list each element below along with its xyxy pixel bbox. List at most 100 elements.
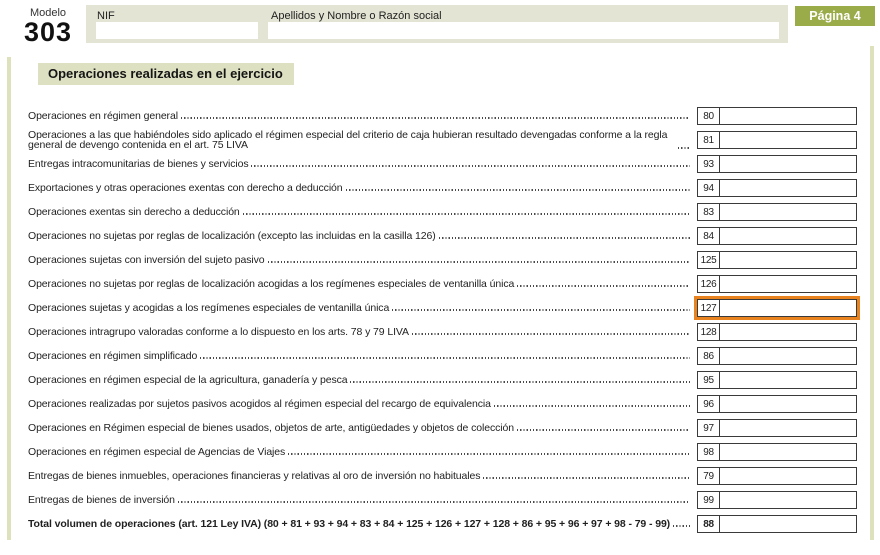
form-row-94: Exportaciones y otras operaciones exenta… [28, 176, 857, 200]
form-row-96: Operaciones realizadas por sujetos pasiv… [28, 392, 857, 416]
field-code-98: 98 [698, 444, 720, 460]
dotted-leader [483, 477, 690, 480]
dotted-leader [392, 309, 690, 312]
field-input-79[interactable] [720, 468, 856, 484]
field-box: 96 [697, 395, 857, 413]
field-input-80[interactable] [720, 108, 856, 124]
row-label: Entregas de bienes de inversión [28, 493, 175, 506]
page-badge: Página 4 [795, 6, 875, 26]
apellidos-input[interactable] [268, 22, 779, 39]
modelo-number: 303 [23, 17, 73, 47]
dotted-leader [267, 261, 690, 264]
form-row-95: Operaciones en régimen especial de la ag… [28, 368, 857, 392]
nif-input[interactable] [96, 22, 258, 39]
row-label: Operaciones en régimen simplificado [28, 349, 198, 362]
dotted-leader [673, 525, 690, 528]
field-box: 81 [697, 131, 857, 149]
dotted-leader [411, 333, 690, 336]
field-box: 79 [697, 467, 857, 485]
field-input-95[interactable] [720, 372, 856, 388]
field-input-125[interactable] [720, 252, 856, 268]
nif-label: NIF [97, 10, 115, 22]
field-code-99: 99 [698, 492, 720, 508]
field-code-96: 96 [698, 396, 720, 412]
row-label: Operaciones intragrupo valoradas conform… [28, 325, 409, 338]
field-box: 125 [697, 251, 857, 269]
field-code-86: 86 [698, 348, 720, 364]
row-label: Entregas de bienes inmuebles, operacione… [28, 469, 481, 482]
form-row-99: Entregas de bienes de inversión 99 [28, 488, 857, 512]
field-code-126: 126 [698, 276, 720, 292]
form-row-83: Operaciones exentas sin derecho a deducc… [28, 200, 857, 224]
field-input-98[interactable] [720, 444, 856, 460]
dotted-leader [288, 453, 690, 456]
form-row-126: Operaciones no sujetas por reglas de loc… [28, 272, 857, 296]
field-input-99[interactable] [720, 492, 856, 508]
field-input-128[interactable] [720, 324, 856, 340]
field-input-83[interactable] [720, 204, 856, 220]
form-row-86: Operaciones en régimen simplificado 86 [28, 344, 857, 368]
dotted-leader [180, 117, 690, 120]
field-input-86[interactable] [720, 348, 856, 364]
modelo-label: Modelo [29, 7, 67, 19]
row-label: Entregas intracomunitarias de bienes y s… [28, 157, 249, 170]
apellidos-label: Apellidos y Nombre o Razón social [271, 10, 442, 22]
field-input-84[interactable] [720, 228, 856, 244]
form-row-93: Entregas intracomunitarias de bienes y s… [28, 152, 857, 176]
form-row-97: Operaciones en Régimen especial de biene… [28, 416, 857, 440]
field-code-80: 80 [698, 108, 720, 124]
field-box: 127 [694, 296, 860, 320]
dotted-leader [251, 165, 690, 168]
form-row-98: Operaciones en régimen especial de Agenc… [28, 440, 857, 464]
field-box: 128 [697, 323, 857, 341]
row-label: Operaciones en Régimen especial de biene… [28, 421, 514, 434]
field-box: 97 [697, 419, 857, 437]
form-row-127: Operaciones sujetas y acogidas a los reg… [28, 296, 860, 320]
form-row-80: Operaciones en régimen general 80 [28, 104, 857, 128]
dotted-leader [177, 501, 690, 504]
field-code-97: 97 [698, 420, 720, 436]
field-box: 95 [697, 371, 857, 389]
dotted-leader [345, 189, 690, 192]
field-input-96[interactable] [720, 396, 856, 412]
field-box: 94 [697, 179, 857, 197]
rows-container: Operaciones en régimen general 80 Operac… [28, 104, 860, 536]
row-label: Operaciones no sujetas por reglas de loc… [28, 277, 515, 290]
field-code-94: 94 [698, 180, 720, 196]
field-box: 80 [697, 107, 857, 125]
form-row-125: Operaciones sujetas con inversión del su… [28, 248, 857, 272]
field-input-127[interactable] [720, 300, 856, 316]
row-label: Operaciones no sujetas por reglas de loc… [28, 229, 436, 242]
form-row-84: Operaciones no sujetas por reglas de loc… [28, 224, 857, 248]
field-input-88[interactable] [720, 516, 856, 532]
form-row-79: Entregas de bienes inmuebles, operacione… [28, 464, 857, 488]
dotted-leader [493, 405, 690, 408]
field-box: 126 [697, 275, 857, 293]
field-input-97[interactable] [720, 420, 856, 436]
row-label: Operaciones sujetas y acogidas a los reg… [28, 301, 390, 314]
dotted-leader [350, 381, 690, 384]
field-code-79: 79 [698, 468, 720, 484]
form-row-81: Operaciones a las que habiéndoles sido a… [28, 128, 857, 152]
field-input-126[interactable] [720, 276, 856, 292]
field-code-125: 125 [698, 252, 720, 268]
row-label: Operaciones en régimen especial de la ag… [28, 373, 348, 386]
field-code-88: 88 [698, 516, 720, 532]
field-code-95: 95 [698, 372, 720, 388]
field-box: 93 [697, 155, 857, 173]
field-input-94[interactable] [720, 180, 856, 196]
field-code-128: 128 [698, 324, 720, 340]
form-row-88: Total volumen de operaciones (art. 121 L… [28, 512, 857, 536]
dotted-leader [516, 429, 690, 432]
field-code-127: 127 [698, 300, 720, 316]
row-label: Operaciones realizadas por sujetos pasiv… [28, 397, 491, 410]
right-edge-strip [870, 46, 874, 540]
row-label: Operaciones en régimen especial de Agenc… [28, 445, 286, 458]
field-input-81[interactable] [720, 132, 856, 148]
row-label: Exportaciones y otras operaciones exenta… [28, 181, 343, 194]
field-input-93[interactable] [720, 156, 856, 172]
row-label: Operaciones sujetas con inversión del su… [28, 253, 265, 266]
dotted-leader [200, 357, 690, 360]
row-label: Total volumen de operaciones (art. 121 L… [28, 517, 671, 530]
row-label: Operaciones en régimen general [28, 109, 178, 122]
